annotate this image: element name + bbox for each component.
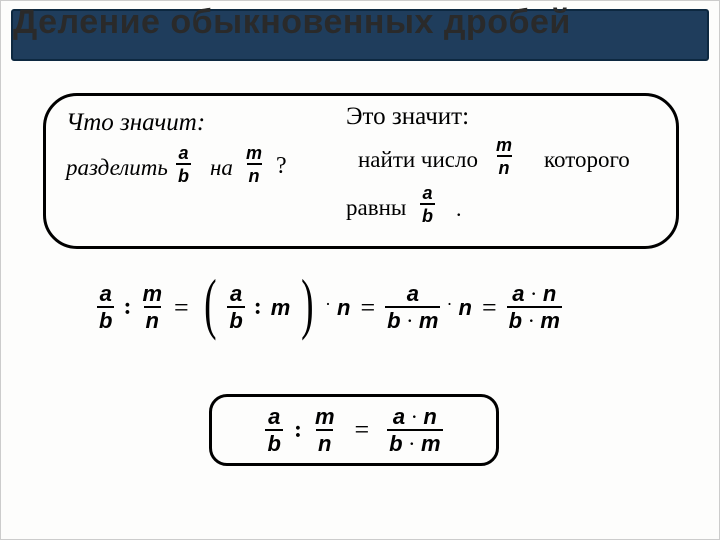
var-m: m bbox=[244, 144, 264, 163]
denominator-bm: b · m bbox=[385, 306, 440, 332]
var-n: n bbox=[458, 295, 471, 321]
var-n: n bbox=[337, 295, 350, 321]
denominator-bm: b · m bbox=[387, 429, 442, 455]
var-b: b bbox=[389, 431, 402, 456]
var-b: b bbox=[420, 203, 435, 225]
var-m: m bbox=[494, 136, 514, 155]
mult-op: · bbox=[411, 404, 418, 429]
colon-op: : bbox=[123, 294, 131, 321]
var-b: b bbox=[227, 306, 244, 332]
var-n: n bbox=[423, 404, 436, 429]
var-b: b bbox=[176, 163, 191, 185]
var-m: m bbox=[540, 308, 560, 333]
fraction-a-b: a b bbox=[97, 283, 114, 332]
var-n: n bbox=[497, 155, 512, 177]
mult-op: · bbox=[446, 294, 452, 315]
var-n: n bbox=[144, 306, 161, 332]
question-mid: на bbox=[210, 156, 233, 179]
right-paren: ) bbox=[301, 283, 313, 324]
mult-op: · bbox=[528, 308, 535, 333]
fraction-a-b: a b bbox=[265, 406, 282, 455]
var-b: b bbox=[265, 429, 282, 455]
numerator-an: a · n bbox=[510, 283, 558, 306]
fraction-m-n: m n bbox=[313, 406, 337, 455]
var-a: a bbox=[405, 283, 421, 306]
fraction-an-over-bm: a · n b · m bbox=[387, 406, 442, 455]
equals-op: = bbox=[174, 293, 189, 323]
right-heading: Это значит: bbox=[346, 104, 469, 129]
fraction-a-over-bm: a b · m bbox=[385, 283, 440, 332]
var-b: b bbox=[509, 308, 522, 333]
fraction-a-b: a b bbox=[227, 283, 244, 332]
var-m: m bbox=[313, 406, 337, 429]
mult-op: · bbox=[408, 431, 415, 456]
answer-equal: равны bbox=[346, 196, 406, 219]
answer-find: найти число bbox=[358, 148, 478, 171]
fraction-a-b-2: a b bbox=[420, 184, 435, 225]
derivation-row: a b : m n = ( a b : m ) · n = a b · m · … bbox=[97, 283, 562, 332]
answer-dot: . bbox=[456, 198, 462, 220]
fraction-a-b-1: a b bbox=[176, 144, 191, 185]
fraction-m-n-1: m n bbox=[244, 144, 264, 185]
var-b: b bbox=[387, 308, 400, 333]
var-m: m bbox=[421, 431, 441, 456]
equals-op: = bbox=[360, 293, 375, 323]
colon-op: : bbox=[294, 417, 302, 444]
mult-op: · bbox=[325, 294, 331, 315]
colon-op: : bbox=[254, 294, 262, 321]
fraction-m-n: m n bbox=[140, 283, 164, 332]
var-a: a bbox=[512, 281, 524, 306]
var-a: a bbox=[266, 406, 282, 429]
var-a: a bbox=[98, 283, 114, 306]
mult-op: · bbox=[530, 281, 537, 306]
mult-op: · bbox=[406, 308, 413, 333]
var-b: b bbox=[97, 306, 114, 332]
var-a: a bbox=[420, 184, 434, 203]
question-mark: ? bbox=[276, 154, 287, 178]
var-m: m bbox=[271, 295, 291, 321]
fraction-m-n-2: m n bbox=[494, 136, 514, 177]
var-n: n bbox=[247, 163, 262, 185]
var-a: a bbox=[393, 404, 405, 429]
answer-which: которого bbox=[544, 148, 630, 171]
left-paren: ( bbox=[204, 283, 216, 324]
page-title: Деление обыкновенных дробей bbox=[13, 3, 571, 42]
var-n: n bbox=[543, 281, 556, 306]
question-prefix: разделить bbox=[66, 156, 168, 179]
var-n: n bbox=[316, 429, 333, 455]
numerator-an: a · n bbox=[391, 406, 439, 429]
fraction-an-over-bm: a · n b · m bbox=[507, 283, 562, 332]
denominator-bm: b · m bbox=[507, 306, 562, 332]
var-m: m bbox=[419, 308, 439, 333]
left-heading: Что значит: bbox=[66, 110, 205, 135]
equals-op: = bbox=[482, 293, 497, 323]
var-a: a bbox=[228, 283, 244, 306]
var-m: m bbox=[140, 283, 164, 306]
definition-box: Что значит: Это значит: разделить a b на… bbox=[43, 93, 679, 249]
equals-op: = bbox=[355, 415, 370, 445]
result-box: a b : m n = a · n b · m bbox=[209, 394, 499, 466]
var-a: a bbox=[176, 144, 190, 163]
